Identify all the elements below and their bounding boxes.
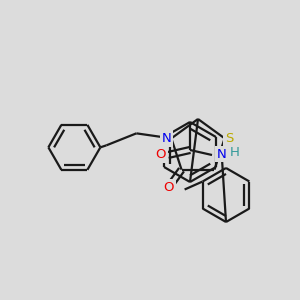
Text: S: S [225, 132, 234, 145]
Text: O: O [156, 148, 166, 161]
Text: H: H [230, 146, 240, 158]
Text: N: N [217, 148, 227, 160]
Text: N: N [161, 132, 171, 145]
Text: O: O [164, 181, 174, 194]
